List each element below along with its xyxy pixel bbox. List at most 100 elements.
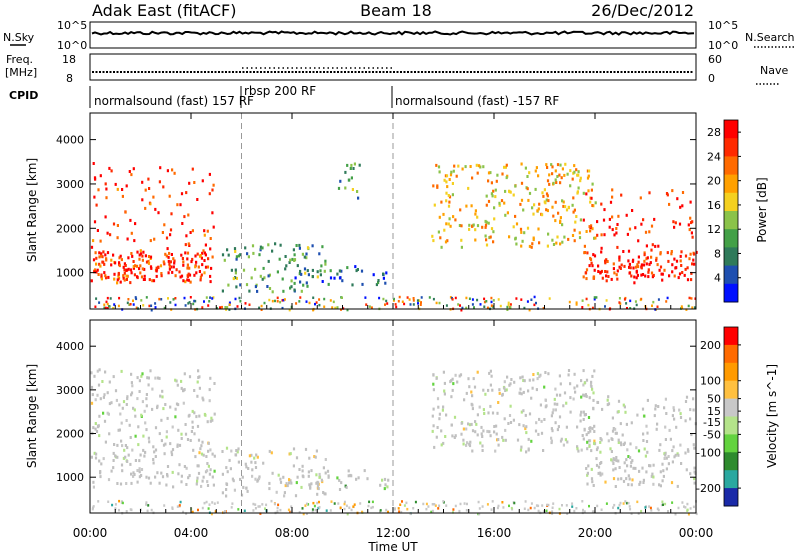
echo-cell [599, 473, 602, 477]
echo-cell [446, 185, 449, 189]
echo-cell [605, 299, 608, 302]
echo-cell [239, 253, 242, 257]
x-tick-label: 20:00 [578, 526, 613, 540]
echo-cell [200, 256, 203, 260]
echo-cell [312, 308, 315, 312]
echo-cell [557, 211, 560, 215]
echo-cell [600, 246, 603, 250]
echo-cell [605, 274, 608, 278]
cpid-panel: CPID normalsound (fast) 157 RF rbsp 200 … [9, 84, 559, 108]
noise-panel: N.Sky 10^5 10^0 10^5 10^0 N.Search [3, 19, 795, 52]
echo-cell [471, 429, 475, 433]
echo-cell [308, 483, 311, 487]
echo-cell [313, 504, 316, 508]
echo-cell [469, 165, 472, 168]
echo-cell [625, 477, 628, 481]
echo-cell [628, 505, 631, 508]
echo-cell [454, 373, 457, 377]
echo-cell [357, 476, 360, 480]
echo-cell [125, 482, 128, 485]
echo-cell [671, 414, 674, 418]
echo-cell [145, 296, 148, 299]
echo-cell [660, 503, 663, 507]
echo-cell [481, 225, 484, 229]
echo-cell [90, 245, 94, 249]
echo-cell [180, 274, 184, 278]
echo-cell [256, 455, 259, 459]
echo-cell [92, 258, 96, 262]
echo-cell [104, 274, 107, 278]
echo-cell [106, 296, 109, 300]
echo-cell [292, 464, 295, 468]
x-tick-label: 12:00 [376, 526, 411, 540]
echo-cell [671, 501, 674, 504]
echo-cell [621, 433, 624, 437]
echo-cell [202, 398, 205, 402]
echo-cell [151, 407, 154, 411]
echo-cell [295, 481, 298, 485]
echo-cell [596, 233, 599, 237]
echo-cell [671, 460, 674, 464]
echo-cell [614, 467, 617, 471]
echo-cell [691, 306, 694, 309]
echo-cell [504, 189, 507, 193]
echo-cell [322, 466, 325, 470]
echo-cell [457, 303, 460, 306]
echo-cell [192, 302, 195, 306]
echo-cell [194, 254, 197, 258]
echo-cell [607, 275, 610, 278]
echo-cell [530, 245, 533, 249]
echo-cell [190, 430, 193, 433]
echo-cell [208, 300, 211, 303]
echo-cell [281, 299, 284, 302]
echo-cell [650, 255, 653, 259]
echo-cell [645, 262, 648, 266]
echo-cell [199, 278, 202, 282]
echo-cell [657, 244, 660, 248]
echo-cell [95, 262, 98, 266]
echo-cell [93, 195, 96, 199]
echo-cell [661, 278, 664, 282]
echo-cell [586, 440, 589, 444]
echo-cell [136, 397, 139, 401]
echo-cell [615, 456, 618, 459]
echo-cell [498, 203, 501, 207]
echo-cell [612, 262, 615, 266]
echo-cell [535, 421, 538, 425]
echo-cell [600, 250, 603, 254]
echo-cell [468, 423, 472, 427]
echo-cell [431, 509, 434, 513]
echo-cell [633, 275, 636, 279]
echo-cell [641, 466, 644, 470]
echo-cell [679, 412, 682, 416]
echo-cell [514, 236, 517, 240]
echo-cell [97, 500, 100, 503]
echo-cell [120, 258, 123, 262]
echo-cell [95, 297, 98, 300]
echo-cell [591, 182, 594, 186]
echo-cell [590, 196, 593, 200]
echo-cell [312, 296, 315, 299]
echo-cell [473, 306, 475, 309]
echo-cell [274, 242, 277, 246]
echo-cell [276, 296, 279, 300]
echo-cell [355, 269, 358, 273]
echo-cell [308, 301, 311, 305]
echo-cell [244, 302, 247, 305]
echo-cell [542, 307, 545, 310]
echo-cell [480, 432, 483, 436]
echo-cell [336, 476, 339, 480]
echo-cell [132, 474, 135, 478]
echo-cell [324, 471, 327, 475]
echo-cell [121, 469, 124, 473]
echo-cell [626, 307, 628, 310]
echo-cell [166, 169, 169, 173]
echo-cell [460, 238, 463, 242]
echo-cell [210, 416, 213, 420]
echo-cell [129, 303, 132, 306]
echo-cell [384, 303, 386, 306]
echo-cell [292, 248, 295, 252]
echo-cell [138, 470, 141, 474]
echo-cell [473, 385, 477, 389]
echo-cell [605, 502, 608, 505]
